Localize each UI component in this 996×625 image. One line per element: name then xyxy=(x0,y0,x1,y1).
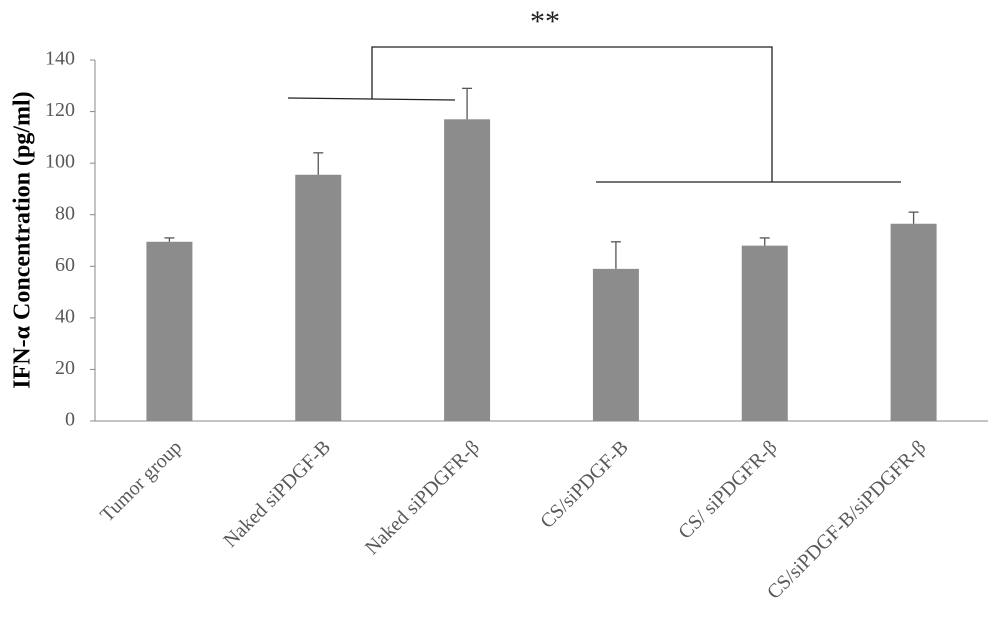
bar xyxy=(890,223,937,421)
y-tick-label: 100 xyxy=(45,151,75,173)
y-tick-label: 20 xyxy=(55,357,75,379)
y-tick-label: 140 xyxy=(45,48,75,70)
error-bar xyxy=(462,87,473,120)
bar xyxy=(444,119,491,422)
error-bar xyxy=(313,152,324,175)
y-tick-label: 80 xyxy=(55,202,75,224)
bar xyxy=(146,241,193,421)
y-axis-label: IFN-α Concentration (pg/ml) xyxy=(10,91,36,388)
x-tick-label: CS/siPDGF-B/siPDGFR-β xyxy=(763,436,930,603)
x-tick-label: Tumor group xyxy=(96,436,186,526)
bar xyxy=(592,268,639,421)
y-tick-label: 40 xyxy=(55,305,75,327)
error-bar xyxy=(610,241,621,269)
significance-annotation: ** xyxy=(530,5,560,38)
x-tick-label: Naked siPDGFR-β xyxy=(361,436,484,559)
x-tick-label: Naked siPDGF-B xyxy=(219,436,335,552)
x-tick-label: CS/siPDGF-B xyxy=(536,436,633,533)
x-tick-label: CS/ siPDGFR-β xyxy=(674,436,781,543)
bar xyxy=(741,245,788,421)
y-tick-label: 0 xyxy=(65,409,75,431)
y-tick-label: 60 xyxy=(55,254,75,276)
bar xyxy=(295,174,342,421)
error-bar xyxy=(759,237,770,246)
y-tick-label: 120 xyxy=(45,99,75,121)
error-bar xyxy=(908,211,919,224)
significance-bracket xyxy=(287,46,901,183)
error-bar xyxy=(164,237,175,242)
